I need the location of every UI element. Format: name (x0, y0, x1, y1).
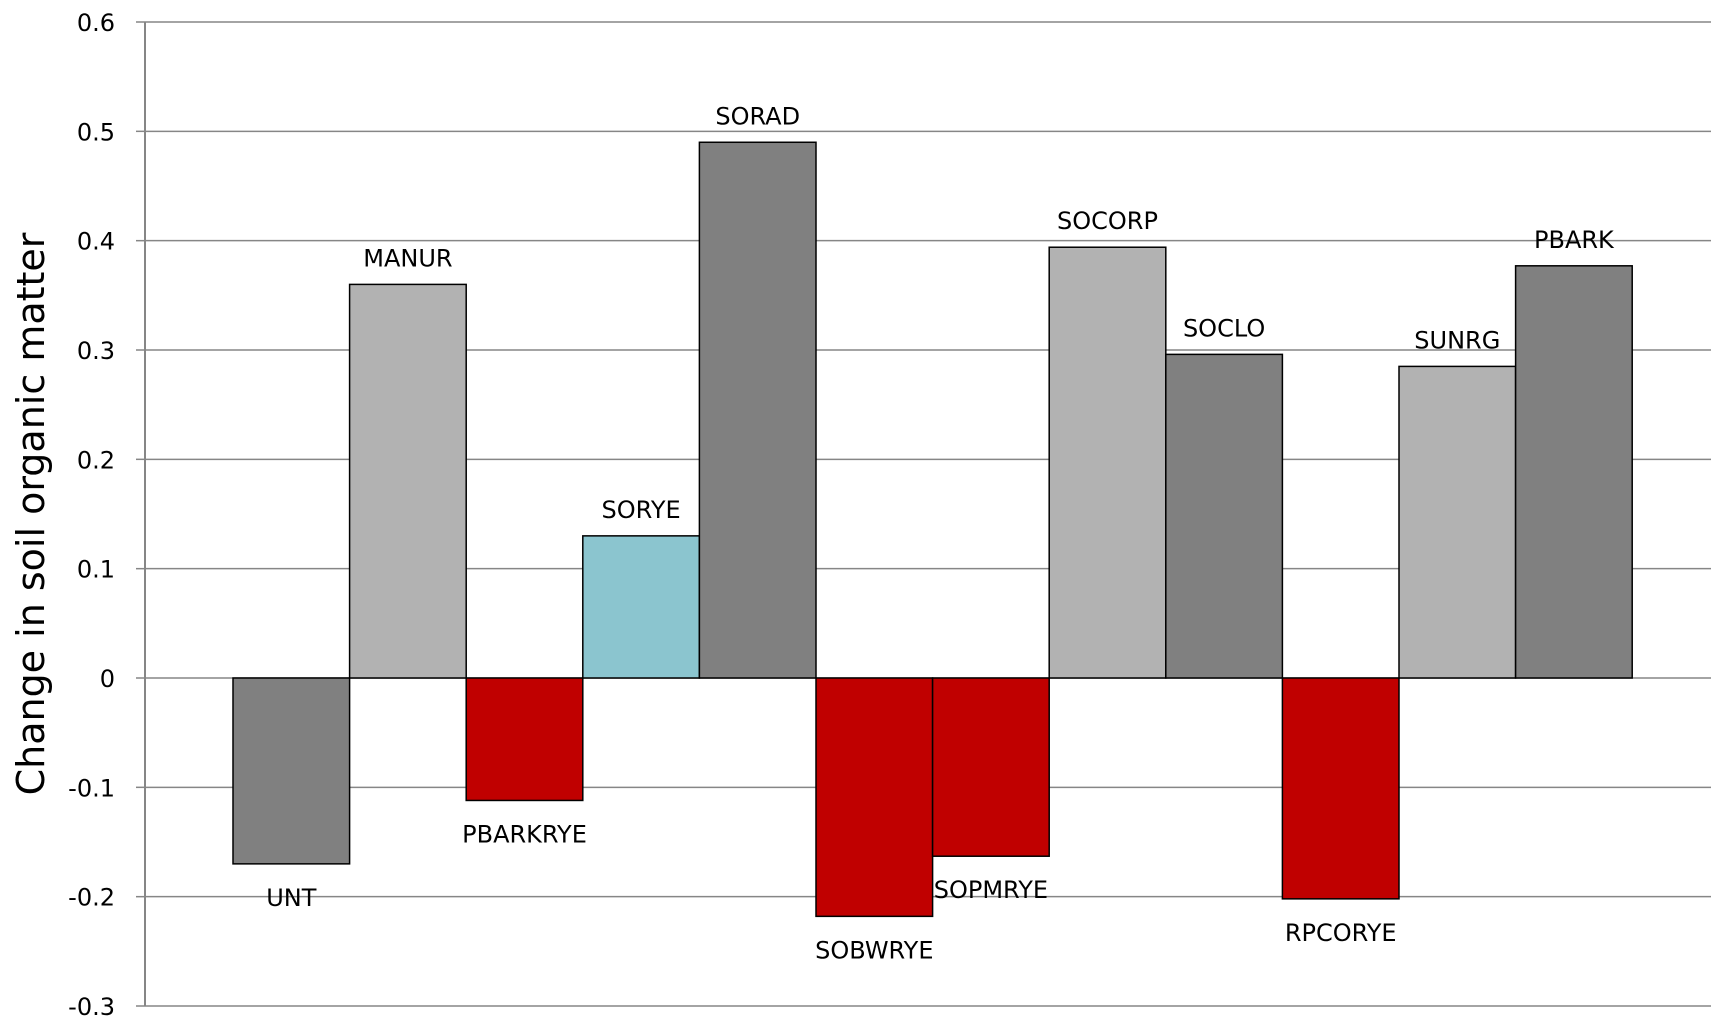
y-tick-label: 0.1 (77, 556, 115, 584)
bar-manur (348, 283, 467, 679)
bar-label-sopmrye: SOPMRYE (934, 876, 1048, 904)
bar-label-sorye: SORYE (602, 496, 681, 524)
bar-soclo (1165, 353, 1284, 679)
bar-pbarkrye (465, 677, 584, 802)
y-tick-label: -0.3 (68, 993, 115, 1019)
bar-labels: UNT MANUR PBARKRYE SORYE SORAD SOBWRYE SOPMRYE… (266, 102, 1615, 964)
y-axis-ticks: 0.6 0.5 0.4 0.3 0.2 0.1 0 -0.1 -0.2 -0.3 (68, 9, 145, 1021)
bar-sobwrye (815, 677, 934, 918)
y-tick-label: 0 (100, 665, 115, 693)
bar-sorye (582, 535, 701, 679)
bar-label-unt: UNT (266, 884, 317, 912)
bar-label-pbark: PBARK (1534, 226, 1615, 254)
y-tick-label: 0.6 (77, 9, 115, 37)
bar-label-sunrg: SUNRG (1414, 326, 1500, 354)
bar-label-pbarkrye: PBARKRYE (462, 820, 587, 848)
bar-unt (232, 677, 351, 865)
bar-label-socorp: SOCORP (1057, 207, 1158, 235)
bar-rpcorye (1281, 677, 1400, 900)
bar-label-sobwrye: SOBWRYE (815, 936, 933, 964)
bar-pbark (1514, 265, 1633, 679)
y-tick-label: 0.3 (77, 337, 115, 365)
bar-label-rpcorye: RPCORYE (1285, 919, 1397, 947)
y-tick-label: -0.1 (68, 774, 115, 802)
bar-label-manur: MANUR (363, 244, 452, 272)
y-tick-label: 0.4 (77, 228, 115, 256)
bar-sopmrye (931, 677, 1050, 857)
y-tick-label: 0.5 (77, 118, 115, 146)
bar-label-soclo: SOCLO (1183, 314, 1265, 342)
y-axis-title: Change in soil organic matter (9, 232, 53, 795)
bar-label-sorad: SORAD (715, 102, 800, 130)
bars (232, 141, 1633, 918)
y-tick-label: 0.2 (77, 446, 115, 474)
bar-sunrg (1398, 365, 1517, 679)
y-tick-label: -0.2 (68, 884, 115, 912)
bar-sorad (698, 141, 817, 679)
bar-socorp (1048, 246, 1167, 679)
